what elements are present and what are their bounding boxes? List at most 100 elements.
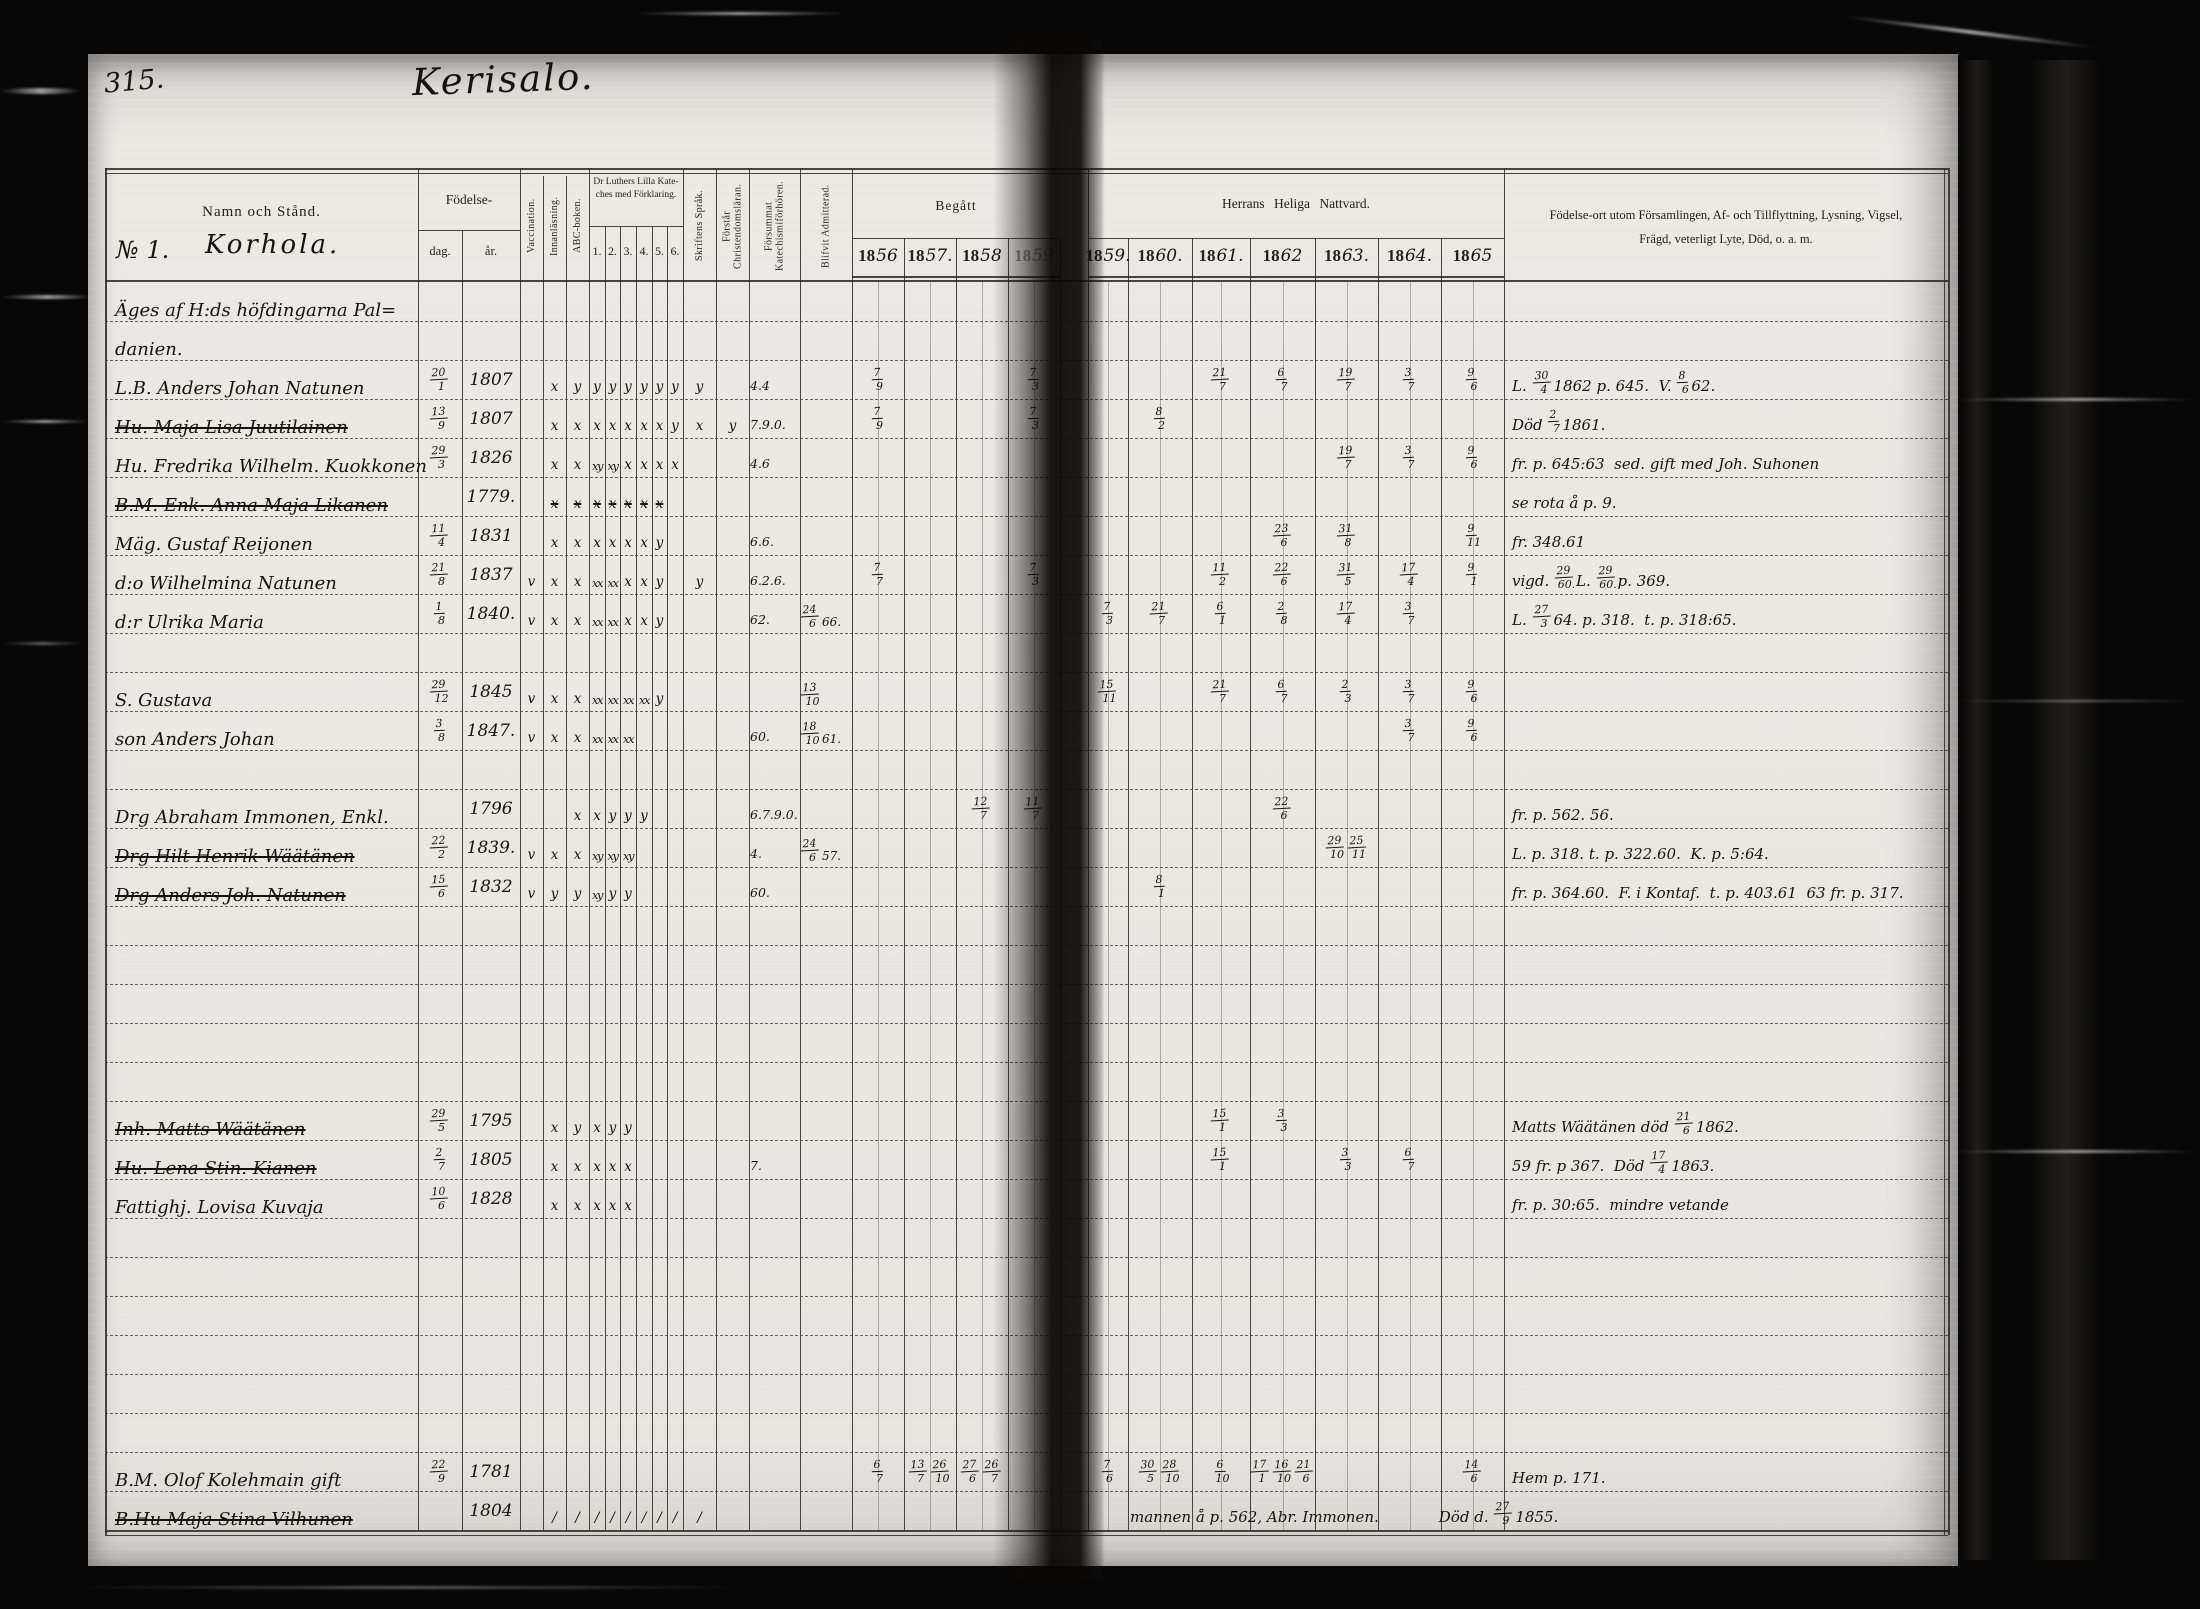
attendance-mark: x [573,1159,582,1175]
examination-note: 6.6. [750,534,774,549]
grid-line-vertical [749,168,750,1530]
marginal-note: Matts Wäätänen död 21 6 1862. [1512,1109,1739,1137]
catechism-line2: ches med Förklaring. [595,189,677,200]
birth-day-cell: 20 1 [418,360,462,399]
row-rule [105,984,1948,985]
birth-year-cell: 1845 [469,681,513,702]
attendance-mark: x [624,1159,632,1175]
column-header-scripture-language: Skriftens Språk. [693,190,705,262]
attendance-mark: x [608,496,617,512]
village-name: Korhola. [205,230,341,260]
grid-line-vertical [636,226,637,1530]
scan-streak [1952,398,2198,401]
marginal-note: se rota å p. 9. [1512,494,1617,512]
grid-line-vertical [716,168,717,1530]
birth-day-cell: 10 6 [418,1179,462,1218]
year-label-right: 18 61. [1198,246,1244,266]
birth-year-cell: 1826 [469,447,513,468]
attendance-mark: x [573,808,582,824]
row-name: B.Hu Maja Stina Vilhunen [115,1509,353,1530]
attendance-mark: x [550,1198,559,1214]
catechism-subcolumn-number: 5. [655,244,664,258]
attendance-mark: xx [592,732,603,746]
communion-date-cell: 17 4 [1315,594,1378,633]
attendance-mark: xx [623,693,634,707]
communion-date-cell: 11 7 [1008,789,1060,828]
attendance-mark: xx [639,693,650,707]
year-label-left: 18 58 [962,246,1002,266]
attendance-mark: x [624,418,632,434]
marginal-note: mannen å p. 562, Abr. Immonen. Död d. 27… [1130,1499,1559,1527]
attendance-mark: xy [592,849,603,863]
row-name: S. Gustava [115,690,213,711]
attendance-mark: x [624,574,632,590]
attendance-mark: x [550,379,559,395]
row-rule [105,1413,1948,1414]
attendance-mark: x [593,808,601,824]
attendance-mark: y [593,379,601,395]
row-name: B.M. Enk. Anna Maja Likanen [115,495,388,516]
grid-line-vertical [589,168,590,1530]
attendance-mark: y [655,574,664,590]
scan-streak [630,12,850,15]
grid-line-vertical [1441,238,1442,1530]
attendance-mark: y [671,379,679,395]
attendance-mark: / [672,1510,678,1526]
communion-date-cell: 22 6 [1250,789,1315,828]
communion-date-cell: 27 6 26 7 [956,1452,1008,1491]
attendance-mark: x [550,496,559,512]
birth-day-cell: 15 6 [418,867,462,906]
attendance-mark: v [527,886,536,902]
year-label-right: 18 60. [1137,246,1183,266]
attendance-mark: xx [623,732,634,746]
attendance-mark: y [550,886,559,902]
attendance-mark: y [573,886,582,902]
grid-line-horizontal [589,226,683,227]
attendance-mark: xy [607,459,619,473]
attendance-mark: xx [607,732,619,746]
row-rule [105,1257,1948,1258]
marginal-note: L. 27 3 64. p. 318. t. p. 318:65. [1512,602,1737,630]
attendance-mark: x [593,1198,601,1214]
birth-year-cell: 1831 [469,525,513,546]
attendance-mark: y [573,1120,582,1136]
attendance-mark: y [624,379,632,395]
communion-date-cell: 21 7 [1192,360,1250,399]
scan-streak [60,1586,760,1589]
row-name: Drg Hilt Henrik Wäätänen [115,846,355,867]
row-name: Äges af H:ds höfdingarna Pal= [115,300,397,321]
year-label-right: 18 63. [1323,246,1370,266]
birth-day-cell: 13 9 [418,399,462,438]
attendance-mark: y [655,691,664,707]
grid-line-vertical [418,168,419,1530]
grid-line-horizontal [852,276,1060,278]
column-header-reading: Innanläsning. [548,196,560,256]
attendance-mark: xy [623,849,634,863]
page-title: Kerisalo. [411,54,596,105]
attendance-mark: x [550,418,559,434]
attendance-mark: / [552,1510,557,1526]
examination-note: 60. [750,885,770,900]
column-header-name: Namn och Stånd. [202,204,321,220]
communion-date-cell: 11 2 [1192,555,1250,594]
attendance-mark: x [624,535,632,551]
row-rule [105,1023,1948,1024]
attendance-mark: y [655,535,664,551]
communion-date-cell: 30 5 28 10 [1138,1457,1180,1485]
attendance-mark: y [695,379,704,395]
row-name: son Anders Johan [115,729,275,750]
communion-date-cell: 15 1 [1192,1140,1250,1179]
attendance-mark: x [593,535,601,551]
column-header-birth: Födelse- [445,192,493,207]
attendance-mark: x [573,535,582,551]
